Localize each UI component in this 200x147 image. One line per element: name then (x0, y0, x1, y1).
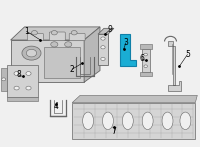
Circle shape (14, 72, 19, 75)
Circle shape (14, 86, 19, 90)
Circle shape (26, 49, 37, 57)
Text: 9: 9 (107, 25, 112, 34)
Circle shape (31, 31, 37, 35)
Circle shape (71, 31, 77, 35)
Polygon shape (120, 34, 136, 66)
Polygon shape (7, 97, 38, 101)
FancyBboxPatch shape (28, 34, 43, 41)
Circle shape (26, 86, 31, 90)
Text: 1: 1 (24, 27, 29, 36)
FancyBboxPatch shape (69, 34, 85, 41)
Circle shape (101, 37, 105, 40)
Circle shape (51, 31, 57, 35)
Circle shape (65, 42, 72, 47)
Circle shape (101, 57, 105, 61)
Ellipse shape (142, 112, 153, 130)
Polygon shape (11, 40, 84, 82)
Text: 8: 8 (16, 70, 21, 80)
Text: 7: 7 (111, 127, 116, 136)
Polygon shape (140, 72, 152, 76)
Circle shape (22, 46, 41, 60)
Polygon shape (1, 68, 7, 91)
Polygon shape (72, 103, 195, 139)
Circle shape (144, 65, 147, 67)
Polygon shape (84, 27, 100, 82)
Text: 5: 5 (185, 50, 190, 59)
Polygon shape (44, 47, 80, 78)
Ellipse shape (102, 112, 113, 130)
Text: 6: 6 (139, 54, 144, 64)
Circle shape (26, 72, 31, 75)
Circle shape (2, 78, 6, 81)
Polygon shape (72, 95, 197, 103)
Ellipse shape (180, 112, 191, 130)
Circle shape (101, 46, 105, 49)
Text: 2: 2 (70, 65, 75, 74)
Polygon shape (168, 41, 181, 91)
Ellipse shape (162, 112, 173, 130)
Ellipse shape (83, 112, 94, 130)
Text: 3: 3 (123, 38, 128, 47)
Circle shape (144, 53, 147, 56)
FancyBboxPatch shape (49, 32, 65, 41)
Circle shape (51, 42, 58, 47)
Polygon shape (98, 28, 114, 34)
Polygon shape (142, 49, 150, 72)
Polygon shape (140, 44, 152, 49)
Polygon shape (11, 27, 100, 40)
Text: 4: 4 (54, 102, 59, 111)
Polygon shape (7, 65, 38, 97)
Polygon shape (98, 34, 108, 65)
Ellipse shape (122, 112, 133, 130)
